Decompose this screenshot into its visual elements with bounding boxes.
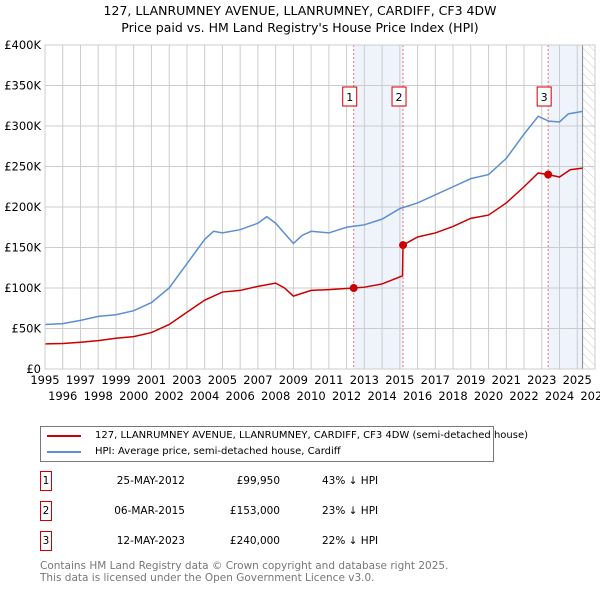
y-tick-label: £200K bbox=[4, 200, 41, 214]
sale-price: £99,950 bbox=[236, 475, 280, 487]
table-row: 1 25-MAY-2012 £99,950 43% ↓ HPI bbox=[40, 466, 378, 496]
subtitle: Price paid vs. HM Land Registry's House … bbox=[121, 20, 479, 35]
x-tick-label: 2004 bbox=[190, 389, 219, 403]
x-tick-label: 2021 bbox=[492, 373, 521, 387]
x-tick-label: 1997 bbox=[66, 373, 95, 387]
sale-label: 1 bbox=[346, 91, 353, 104]
footer-line: Contains HM Land Registry data © Crown c… bbox=[40, 560, 449, 572]
y-tick-label: £100K bbox=[4, 281, 41, 295]
x-tick-label: 2015 bbox=[385, 373, 414, 387]
sale-marker: 3 bbox=[40, 531, 52, 551]
blue-line-swatch bbox=[47, 451, 81, 453]
table-row: 3 12-MAY-2023 £240,000 22% ↓ HPI bbox=[40, 526, 378, 556]
x-tick-label: 2025 bbox=[563, 373, 592, 387]
x-tick-label: 2022 bbox=[509, 389, 538, 403]
x-tick-label: 2003 bbox=[172, 373, 201, 387]
x-tick-label: 2020 bbox=[474, 389, 503, 403]
sale-label-box bbox=[536, 86, 552, 107]
sale-label-box bbox=[391, 86, 407, 107]
series-line bbox=[44, 110, 583, 326]
footer-line: This data is licensed under the Open Gov… bbox=[40, 572, 375, 584]
x-tick-label: 2014 bbox=[367, 389, 396, 403]
x-tick-label: 2009 bbox=[279, 373, 308, 387]
y-tick-label: £300K bbox=[4, 119, 41, 133]
sale-price: £153,000 bbox=[229, 505, 280, 517]
y-tick-label: £250K bbox=[4, 160, 41, 174]
legend-hpi: HPI: Average price, semi-detached house,… bbox=[95, 446, 341, 457]
x-tick-label: 2007 bbox=[243, 373, 272, 387]
x-tick-label: 2002 bbox=[155, 389, 184, 403]
x-tick-label: 2000 bbox=[119, 389, 148, 403]
x-tick-label: 2018 bbox=[438, 389, 467, 403]
x-tick-label: 2019 bbox=[456, 373, 485, 387]
x-tick-label: 2010 bbox=[296, 389, 325, 403]
y-tick-label: £150K bbox=[4, 241, 41, 255]
red-line-swatch bbox=[47, 435, 81, 437]
y-tick-label: £400K bbox=[4, 38, 41, 52]
sale-point bbox=[544, 170, 553, 179]
x-tick-label: 2005 bbox=[208, 373, 237, 387]
sale-marker: 1 bbox=[40, 471, 52, 491]
y-tick-label: £350K bbox=[4, 79, 41, 93]
x-tick-label: 1999 bbox=[101, 373, 130, 387]
x-tick-label: 2016 bbox=[403, 389, 432, 403]
sale-label: 3 bbox=[541, 91, 548, 104]
y-tick-label: £50K bbox=[12, 322, 42, 336]
x-tick-label: 2024 bbox=[545, 389, 574, 403]
sale-date: 25-MAY-2012 bbox=[116, 475, 185, 487]
sale-point bbox=[349, 284, 358, 293]
x-tick-label: 2013 bbox=[350, 373, 379, 387]
x-tick-label: 2011 bbox=[314, 373, 343, 387]
table-row: 2 06-MAR-2015 £153,000 23% ↓ HPI bbox=[40, 496, 378, 526]
y-tick-label: £0 bbox=[26, 362, 41, 376]
sale-date: 06-MAR-2015 bbox=[114, 505, 185, 517]
x-tick-label: 2026 bbox=[580, 389, 600, 403]
footer: Contains HM Land Registry data © Crown c… bbox=[40, 560, 448, 584]
sale-price: £240,000 bbox=[229, 535, 280, 547]
price-chart: 1995 1996 1997 1998 1999 2000 2001 2002 2003 2004… bbox=[4, 38, 600, 403]
sale-point bbox=[399, 241, 408, 250]
x-tick-label: 2001 bbox=[137, 373, 166, 387]
series-line bbox=[44, 167, 583, 345]
sale-marker: 2 bbox=[40, 501, 52, 521]
title: 127, LLANRUMNEY AVENUE, LLANRUMNEY, CARD… bbox=[103, 3, 497, 18]
sale-hpi: 22% ↓ HPI bbox=[322, 535, 379, 547]
sale-label-box bbox=[342, 86, 358, 107]
sales-table: 1 25-MAY-2012 £99,950 43% ↓ HPI 2 06-MAR-201… bbox=[40, 466, 378, 556]
sale-hpi: 43% ↓ HPI bbox=[322, 475, 379, 487]
x-tick-label: 2017 bbox=[421, 373, 450, 387]
x-tick-label: 2023 bbox=[527, 373, 556, 387]
chart-title: 127, LLANRUMNEY AVENUE, LLANRUMNEY, CARD… bbox=[0, 2, 600, 36]
x-tick-label: 1996 bbox=[48, 389, 77, 403]
sale-date: 12-MAY-2023 bbox=[116, 535, 185, 547]
x-tick-label: 1995 bbox=[30, 373, 59, 387]
legend-property: 127, LLANRUMNEY AVENUE, LLANRUMNEY, CARD… bbox=[95, 430, 529, 441]
sale-label: 2 bbox=[396, 91, 403, 104]
legend: 127, LLANRUMNEY AVENUE, LLANRUMNEY, CARD… bbox=[40, 426, 528, 462]
x-tick-label: 2012 bbox=[332, 389, 361, 403]
x-tick-label: 2006 bbox=[226, 389, 255, 403]
plot-frame bbox=[44, 44, 596, 370]
x-tick-label: 2008 bbox=[261, 389, 290, 403]
sale-hpi: 23% ↓ HPI bbox=[322, 505, 379, 517]
x-tick-label: 1998 bbox=[84, 389, 113, 403]
